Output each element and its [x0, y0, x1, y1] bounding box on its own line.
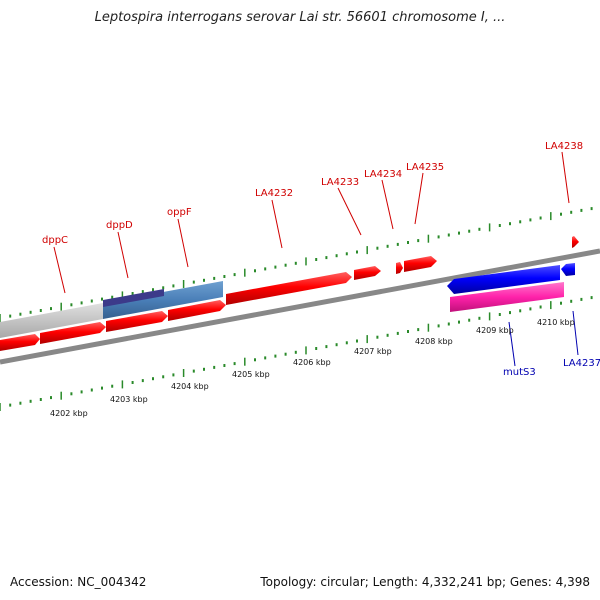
gene-label[interactable]: dppD	[106, 220, 133, 231]
rna-feature[interactable]	[450, 282, 564, 312]
gray-region[interactable]	[0, 303, 103, 338]
dark-region[interactable]	[103, 289, 164, 307]
gene-label[interactable]: LA4235	[406, 162, 444, 173]
kbp-labels: 4202 kbp 4203 kbp 4204 kbp 4205 kbp 4206 kbp…	[50, 318, 575, 418]
tick-rows	[0, 207, 593, 411]
gene-label[interactable]: LA4233	[321, 177, 359, 188]
mutS3-arrow[interactable]	[447, 265, 560, 294]
kbp-label: 4206 kbp	[293, 358, 331, 367]
steel-region[interactable]	[103, 281, 223, 319]
cds-arrow[interactable]	[354, 266, 381, 280]
kbp-label: 4204 kbp	[171, 382, 209, 391]
cds-arrow[interactable]	[572, 236, 579, 248]
cds-arrow[interactable]	[396, 262, 403, 274]
gene-label[interactable]: LA4234	[364, 169, 402, 180]
gene-label[interactable]: LA4232	[255, 188, 293, 199]
kbp-label: 4209 kbp	[476, 326, 514, 335]
kbp-label: 4202 kbp	[50, 409, 88, 418]
topology-text: Topology: circular; Length: 4,332,241 bp…	[260, 575, 590, 589]
kbp-label: 4207 kbp	[354, 347, 392, 356]
kbp-label: 4208 kbp	[415, 337, 453, 346]
kbp-label: 4210 kbp	[537, 318, 575, 327]
kbp-label: 4203 kbp	[110, 395, 148, 404]
backbone-line	[0, 248, 600, 365]
cds-arrow[interactable]	[40, 322, 106, 344]
gene-label[interactable]: LA4237	[563, 358, 600, 369]
gene-label[interactable]: mutS3	[503, 367, 536, 378]
gene-label[interactable]: dppC	[42, 235, 68, 246]
cds-arrow[interactable]	[106, 311, 168, 332]
label-leaders	[53, 151, 579, 367]
cds-arrow[interactable]	[226, 272, 352, 305]
cds-arrow[interactable]	[404, 256, 437, 272]
cds-arrow[interactable]	[0, 334, 40, 351]
map-title: Leptospira interrogans serovar Lai str. …	[94, 10, 506, 25]
accession-text: Accession: NC_004342	[10, 575, 147, 589]
LA4237-arrow[interactable]	[561, 263, 575, 276]
gene-labels: dppC dppD oppF LA4232 LA4233 LA4234 LA4235 LA42…	[42, 141, 600, 378]
gene-label[interactable]: LA4238	[545, 141, 583, 152]
cds-arrow[interactable]	[168, 300, 226, 321]
gene-label[interactable]: oppF	[167, 207, 192, 218]
kbp-label: 4205 kbp	[232, 370, 270, 379]
